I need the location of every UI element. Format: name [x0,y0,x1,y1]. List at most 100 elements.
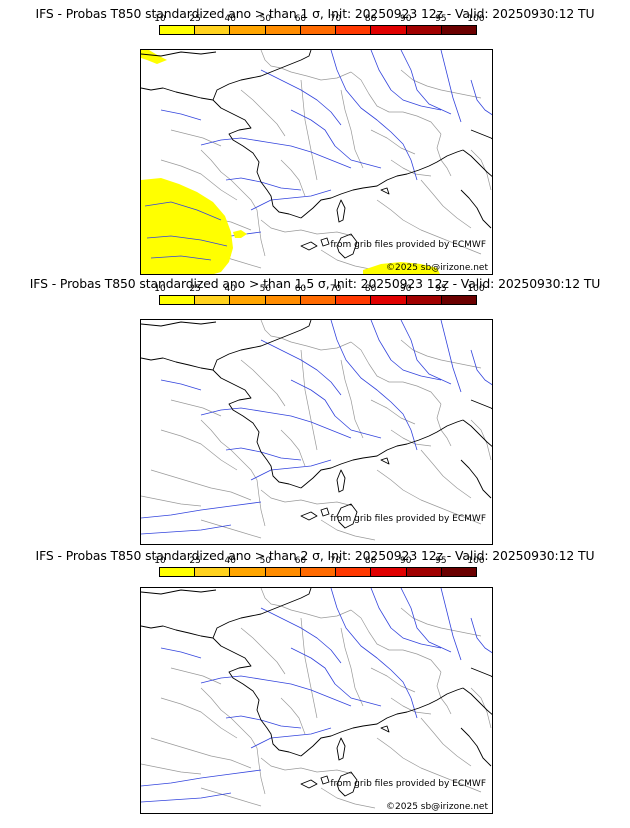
coastline [336,469,346,493]
colorbar-tick-label: 10 [154,14,166,24]
river-line [225,447,302,461]
colorbar-segment [160,296,196,304]
colorbar-segment [265,26,301,34]
colorbar-segment [160,568,196,576]
admin-border-line [260,489,354,507]
river-line [330,50,418,181]
admin-border-line [200,787,262,807]
coastline [300,687,464,757]
river-line [146,235,228,247]
river-line [150,255,212,261]
coastline [300,241,318,251]
admin-border-line [170,667,222,685]
coastline [336,233,358,259]
admin-border-line [300,79,318,181]
river-line [290,379,382,439]
colorbar-tick-label: 80 [364,284,377,294]
map-svg [141,588,492,809]
coastline [380,187,390,195]
colorbar-tick-label: 10 [154,556,166,566]
river-line [370,588,442,649]
coastline [462,687,492,715]
admin-border-line [370,667,416,693]
colorbar-segment [160,26,196,34]
colorbar-segment [230,26,266,34]
admin-border-line [376,469,482,525]
colorbar: 10 25 40 50 60 70 80 90 95 100 [154,284,485,316]
colorbar-ticks: 10 25 40 50 60 70 80 90 95 100 [154,556,484,568]
admin-border-line [390,697,432,715]
coastline [212,588,312,639]
colorbar-tick-label: 70 [329,284,342,294]
river-line [400,320,452,385]
coastline [300,149,464,219]
map-svg [141,320,492,541]
admin-border-line [170,129,222,147]
colorbar-segment [441,568,476,576]
colorbar-tick-label: 60 [294,284,307,294]
admin-border-line [260,757,354,775]
river-line [440,50,462,123]
colorbar-segment [300,26,337,34]
colorbar-tick-label: 40 [224,284,236,294]
river-line [330,320,418,451]
river-line [160,647,202,659]
colorbar-tick-label: 60 [294,556,307,566]
admin-border-line [320,249,376,271]
admin-border-line [470,687,492,729]
map-panel-2: IFS - Probas T850 standardized ano > tha… [0,270,630,546]
colorbar-segment [371,568,407,576]
colorbar-segment [371,296,407,304]
river-line [330,588,418,719]
river-line [260,339,342,396]
river-line [200,407,352,439]
colorbar-segment [406,296,442,304]
river-line [160,109,202,121]
admin-border-line [240,89,286,137]
colorbar-segment [195,296,231,304]
colorbar-tick-label: 50 [259,284,272,294]
colorbar: 10 25 40 50 60 70 80 90 95 100 [154,14,485,46]
colorbar-segment [265,296,301,304]
admin-border-line [240,627,286,675]
colorbar-segment [371,26,407,34]
admin-border-line [390,429,432,447]
source-credit: from grib files provided by ECMWF [330,240,486,250]
panel-title: IFS - Probas T850 standardized ano > tha… [29,276,601,291]
admin-border-line [160,429,238,471]
copyright-credit: ©2025 sb@irizone.net [386,263,488,273]
coastline [212,320,312,371]
admin-border-line [420,179,472,229]
admin-border-line [340,89,364,169]
admin-border-line [200,149,266,257]
colorbar-segment [300,568,337,576]
admin-border-line [160,697,238,739]
admin-border-line [150,737,252,769]
colorbar-segment [195,26,231,34]
source-credit: from grib files provided by ECMWF [330,514,486,524]
river-line [141,524,232,535]
coastline [141,589,217,595]
coastline [460,459,492,499]
admin-border-line [340,359,364,439]
admin-border-line [320,787,376,809]
coastline [336,199,346,223]
coastline [300,779,318,789]
river-line [260,69,342,126]
colorbar-tick-label: 10 [154,284,166,294]
admin-border-line [420,717,472,767]
probability-area [141,50,167,64]
river-line [141,792,232,803]
coastline [141,357,302,489]
admin-border-line [300,349,318,451]
admin-border-line [400,339,482,369]
admin-border-line [340,627,364,707]
admin-border-line [150,469,252,501]
colorbar-segment [406,26,442,34]
river-line [225,715,302,729]
colorbar-segment [195,568,231,576]
panel-title: IFS - Probas T850 standardized ano > tha… [35,6,595,21]
coastline [460,189,492,229]
admin-border-line [141,763,202,775]
admin-border-line [350,341,442,405]
